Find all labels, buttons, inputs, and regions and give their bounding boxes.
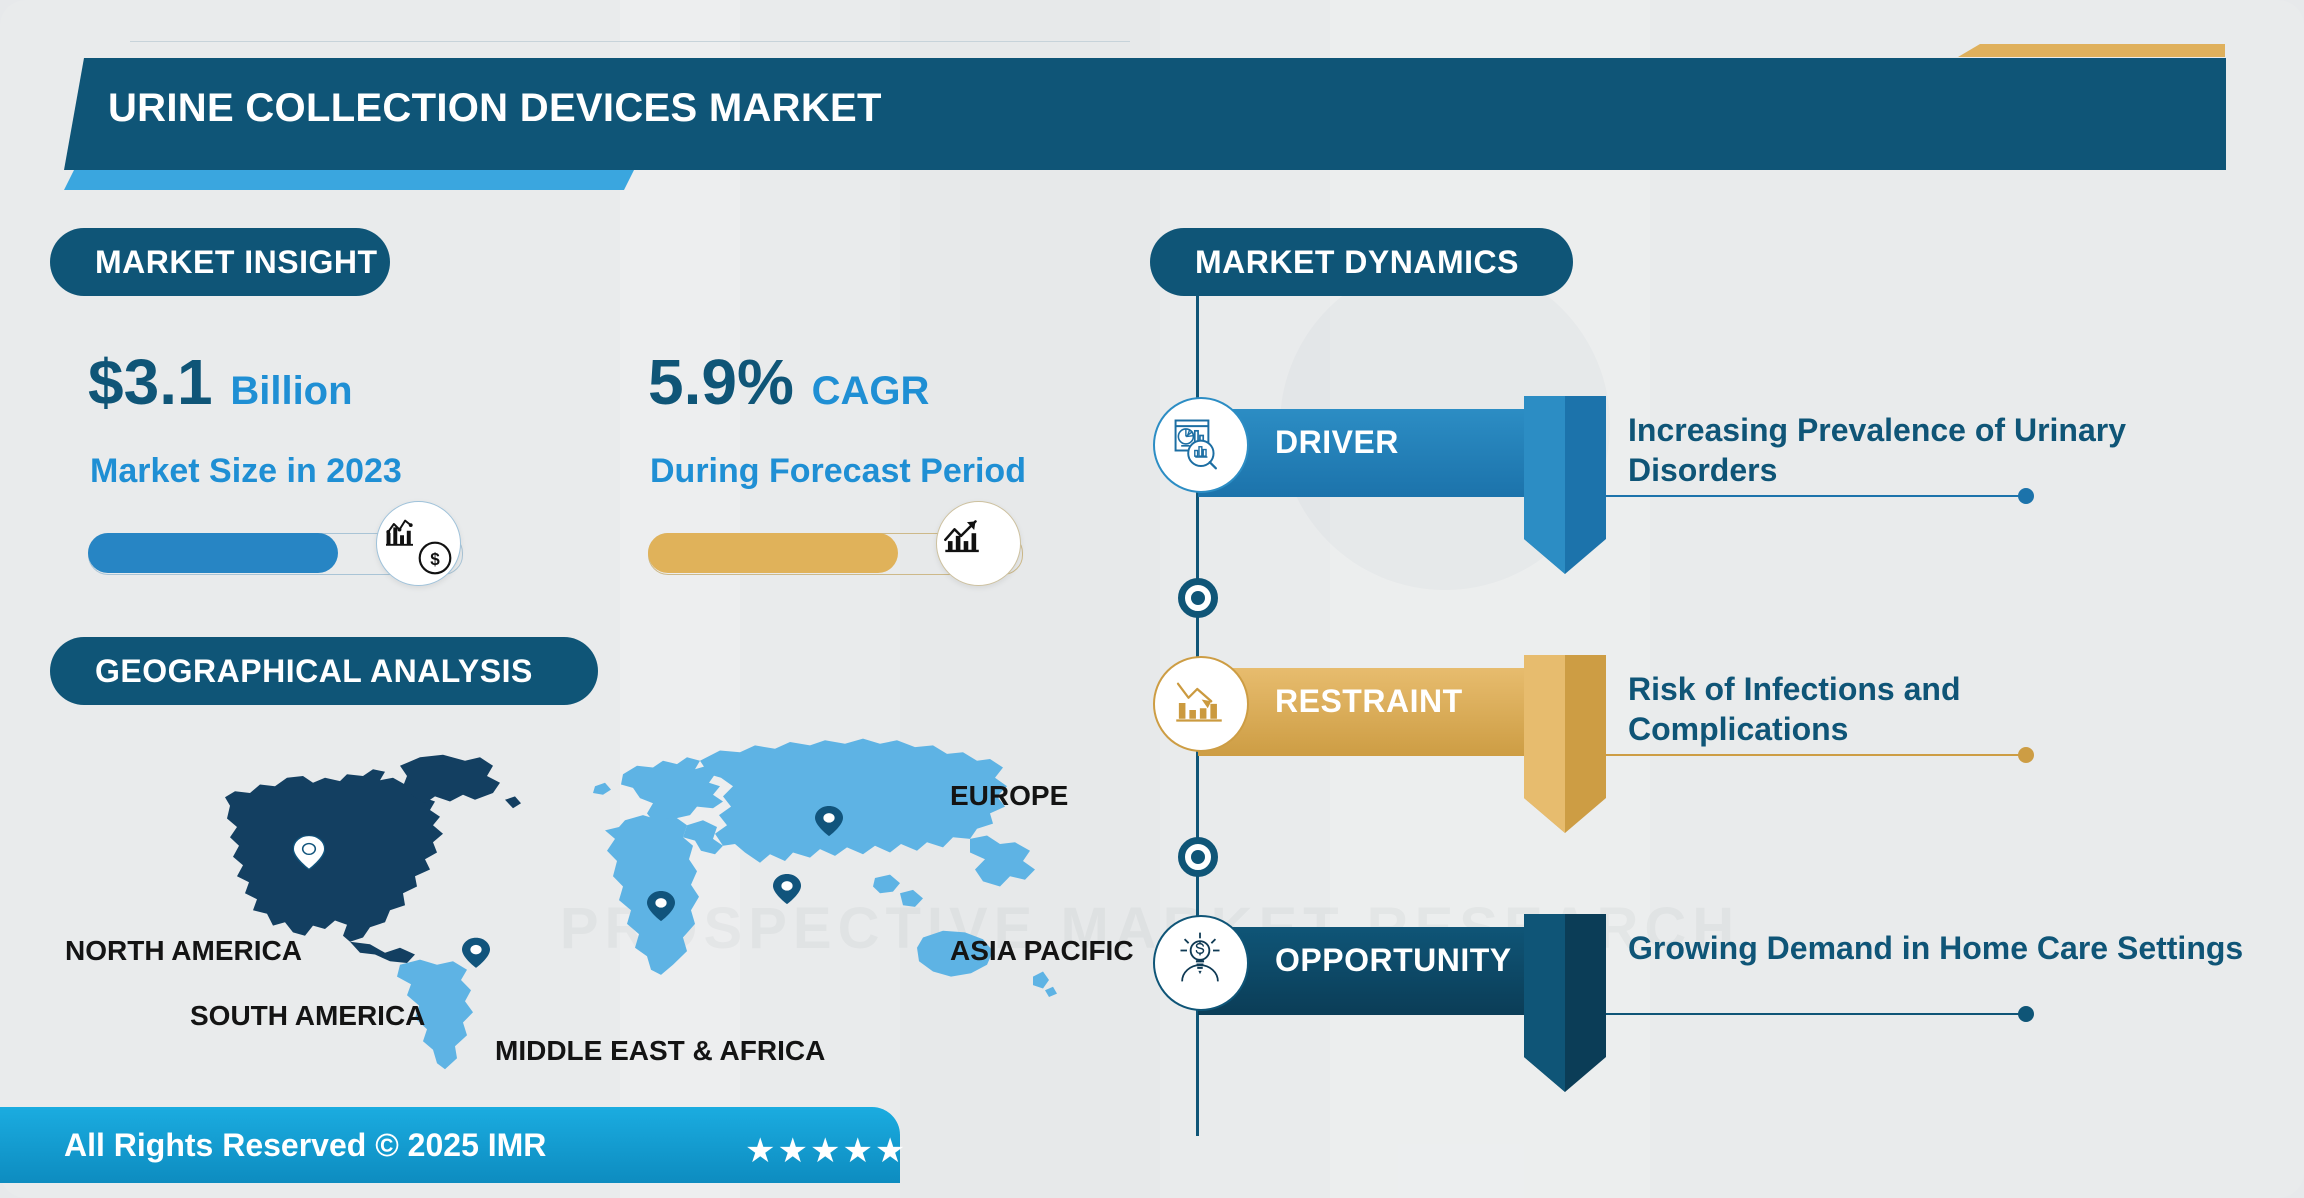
svg-text:$: $ [430, 550, 440, 569]
